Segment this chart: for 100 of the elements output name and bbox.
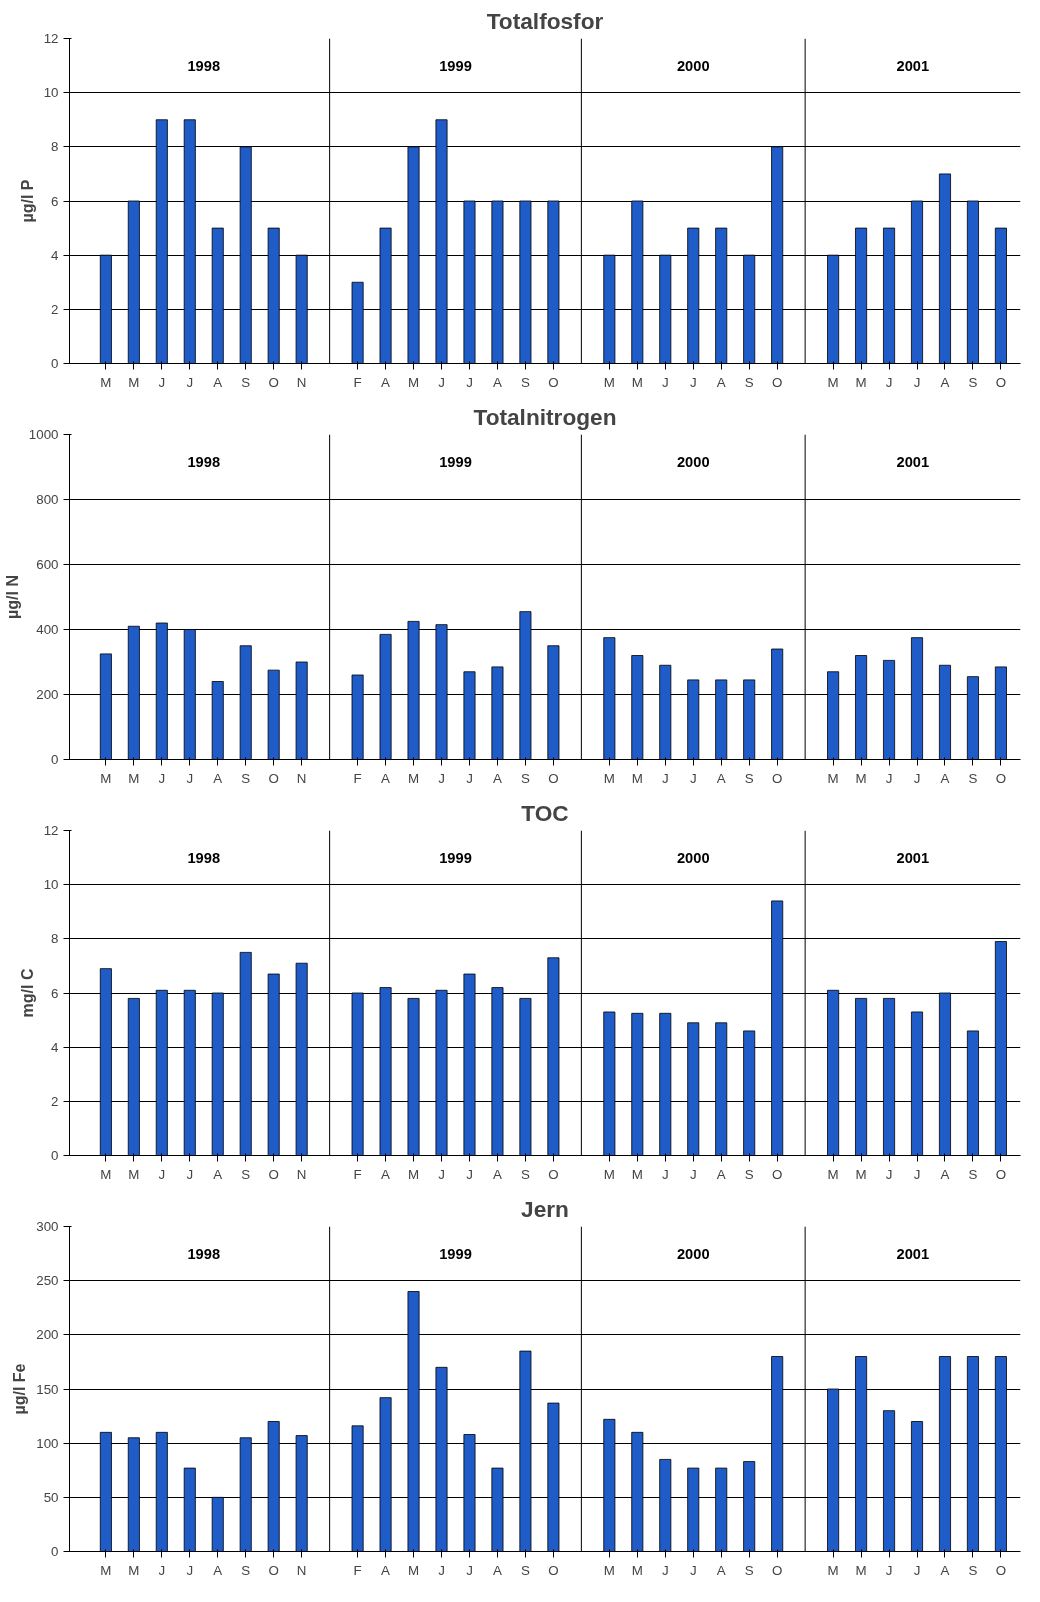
y-tick-label: 100 bbox=[36, 1435, 59, 1451]
x-tick-label: A bbox=[716, 1166, 726, 1182]
x-tick-label: O bbox=[995, 1562, 1007, 1578]
y-tick-label: 8 bbox=[51, 139, 59, 155]
chart-title: Totalfosfor bbox=[486, 7, 604, 34]
x-tick-label: O bbox=[548, 1562, 559, 1578]
x-tick-label: M bbox=[631, 770, 643, 786]
x-tick-label: J bbox=[689, 1166, 697, 1182]
x-tick-label: J bbox=[158, 770, 166, 786]
x-tick-label: J bbox=[466, 1166, 473, 1182]
x-tick-label: S bbox=[744, 1562, 754, 1578]
x-tick-label: M bbox=[407, 770, 420, 786]
y-tick-label: 400 bbox=[36, 622, 59, 637]
x-tick-label: F bbox=[353, 1562, 362, 1578]
x-tick-label: A bbox=[940, 1562, 950, 1578]
annotation: 2000 bbox=[676, 1246, 710, 1263]
x-tick-label: M bbox=[128, 1562, 140, 1578]
chart-title: Jern bbox=[521, 1195, 569, 1222]
x-tick-label: A bbox=[493, 374, 503, 390]
x-tick-label: N bbox=[296, 1166, 307, 1182]
y-tick-label: 150 bbox=[36, 1381, 59, 1397]
x-tick-label: M bbox=[407, 1166, 420, 1182]
x-tick-label: O bbox=[995, 770, 1007, 786]
x-tick-label: M bbox=[631, 374, 643, 390]
x-tick-label: N bbox=[296, 770, 307, 786]
x-tick-label: M bbox=[603, 1166, 615, 1182]
x-tick-label: J bbox=[689, 374, 697, 390]
x-tick-label: O bbox=[268, 770, 279, 786]
y-tick-label: 50 bbox=[43, 1489, 59, 1505]
chart-title: Totalnitrogen bbox=[473, 403, 617, 430]
x-tick-label: M bbox=[128, 374, 140, 390]
y-tick-label: 2 bbox=[51, 301, 59, 317]
x-tick-label: M bbox=[100, 1166, 112, 1182]
x-tick-label: O bbox=[268, 1562, 279, 1578]
x-tick-label: O bbox=[771, 374, 783, 390]
x-tick-label: S bbox=[744, 770, 754, 786]
x-tick-label: A bbox=[381, 1166, 391, 1182]
x-tick-label: J bbox=[913, 1562, 921, 1578]
x-tick-label: M bbox=[855, 374, 867, 390]
x-tick-label: J bbox=[466, 374, 473, 390]
annotation: 1998 bbox=[187, 58, 221, 75]
x-tick-label: M bbox=[827, 1562, 839, 1578]
x-tick-label: J bbox=[186, 770, 194, 786]
x-tick-label: M bbox=[827, 1166, 839, 1182]
x-tick-label: A bbox=[213, 1166, 223, 1182]
x-tick-label: J bbox=[913, 770, 921, 786]
x-tick-label: S bbox=[968, 770, 978, 786]
x-tick-label: O bbox=[771, 1562, 783, 1578]
y-tick-label: 600 bbox=[36, 557, 59, 572]
annotation: 1999 bbox=[439, 1246, 472, 1263]
annotation: 2001 bbox=[896, 454, 930, 471]
x-tick-label: A bbox=[381, 374, 391, 390]
x-tick-label: S bbox=[520, 1166, 530, 1182]
x-tick-label: S bbox=[968, 1166, 978, 1182]
x-tick-label: A bbox=[940, 1166, 950, 1182]
y-tick-label: 0 bbox=[51, 1148, 59, 1163]
x-tick-label: O bbox=[995, 1166, 1007, 1182]
y-tick-label: 10 bbox=[43, 85, 59, 101]
x-tick-label: A bbox=[381, 770, 391, 786]
x-tick-label: J bbox=[885, 1166, 893, 1182]
x-tick-label: A bbox=[940, 374, 950, 390]
x-tick-label: J bbox=[466, 770, 473, 786]
x-tick-label: M bbox=[855, 1562, 867, 1578]
annotation: 2001 bbox=[896, 58, 930, 75]
y-tick-label: 250 bbox=[36, 1273, 59, 1289]
x-tick-label: A bbox=[716, 1562, 726, 1578]
y-axis-title: µg/l N bbox=[3, 575, 21, 619]
x-tick-label: O bbox=[268, 1166, 279, 1182]
y-tick-label: 2 bbox=[51, 1093, 59, 1109]
x-tick-label: A bbox=[940, 770, 950, 786]
x-tick-label: J bbox=[661, 374, 669, 390]
y-tick-label: 4 bbox=[51, 1039, 60, 1055]
x-tick-label: M bbox=[100, 374, 112, 390]
annotation: 1999 bbox=[439, 850, 472, 867]
x-tick-label: J bbox=[186, 1562, 194, 1578]
x-tick-label: M bbox=[128, 770, 140, 786]
x-tick-label: S bbox=[520, 770, 530, 786]
x-tick-label: A bbox=[381, 1562, 391, 1578]
x-tick-label: S bbox=[241, 1166, 251, 1182]
x-tick-label: J bbox=[913, 374, 921, 390]
x-tick-label: J bbox=[186, 1166, 194, 1182]
x-tick-label: J bbox=[438, 1562, 445, 1578]
x-tick-label: A bbox=[716, 374, 726, 390]
x-tick-label: S bbox=[744, 1166, 754, 1182]
x-tick-label: J bbox=[158, 374, 166, 390]
x-tick-label: J bbox=[661, 1562, 669, 1578]
x-tick-label: A bbox=[213, 374, 223, 390]
x-tick-label: S bbox=[241, 1562, 251, 1578]
x-tick-label: O bbox=[548, 1166, 559, 1182]
x-tick-label: F bbox=[353, 770, 362, 786]
y-tick-label: 12 bbox=[43, 31, 59, 46]
y-tick-label: 800 bbox=[36, 492, 59, 507]
x-tick-label: J bbox=[885, 770, 893, 786]
y-tick-label: 200 bbox=[36, 687, 59, 702]
chart-title: TOC bbox=[521, 799, 569, 826]
y-tick-label: 200 bbox=[36, 1327, 59, 1343]
y-axis-title: mg/l C bbox=[18, 968, 36, 1018]
x-tick-label: J bbox=[158, 1166, 166, 1182]
x-tick-label: J bbox=[186, 374, 194, 390]
annotation: 2001 bbox=[896, 1246, 930, 1263]
